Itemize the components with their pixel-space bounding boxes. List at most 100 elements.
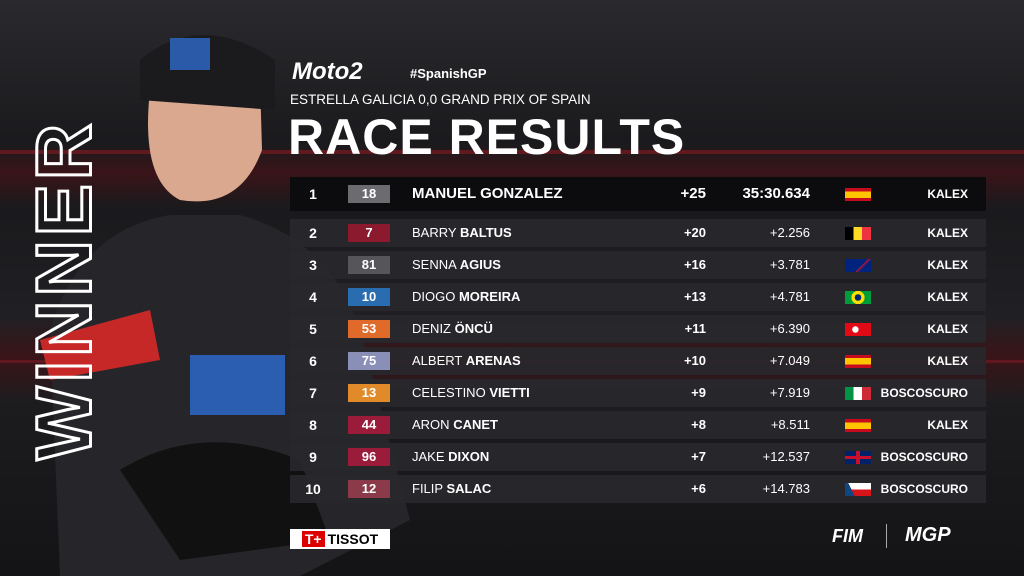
- time: +2.256: [769, 225, 810, 240]
- footer-left-logo: FIM: [832, 526, 863, 546]
- team: KALEX: [927, 354, 968, 368]
- flag: [845, 259, 871, 272]
- sponsor-name: TISSOT: [327, 531, 379, 547]
- time: +6.390: [769, 321, 810, 336]
- result-row: 4 10 DIOGO MOREIRA +13 +4.781 KALEX: [290, 283, 986, 311]
- team: KALEX: [927, 187, 968, 201]
- first-name: SENNA: [412, 257, 457, 272]
- position: 3: [309, 257, 317, 273]
- result-row: 6 75 ALBERT ARENAS +10 +7.049 KALEX: [290, 347, 986, 375]
- title: RACE RESULTS: [288, 109, 686, 165]
- rider-number: 75: [348, 352, 390, 370]
- points: +6: [691, 481, 706, 496]
- points: +7: [691, 449, 706, 464]
- rider-number: 81: [348, 256, 390, 274]
- flag: [845, 451, 871, 464]
- position: 7: [309, 385, 317, 401]
- result-row: 3 81 SENNA AGIUS +16 +3.781 KALEX: [290, 251, 986, 279]
- first-name: DIOGO: [412, 289, 456, 304]
- last-name: ARENAS: [465, 353, 521, 368]
- sponsor: T+ TISSOT: [290, 529, 390, 549]
- last-name: BALTUS: [459, 225, 512, 240]
- team: KALEX: [927, 226, 968, 240]
- points: +9: [691, 385, 706, 400]
- flag: [845, 419, 871, 432]
- first-name: ARON: [412, 417, 450, 432]
- points: +25: [680, 185, 706, 202]
- rider-name: BARRY BALTUS: [412, 219, 512, 247]
- rider-number: 13: [348, 384, 390, 402]
- hashtag: #SpanishGP: [410, 66, 487, 81]
- result-row: 9 96 JAKE DIXON +7 +12.537 BOSCOSCURO: [290, 443, 986, 471]
- flag: [845, 323, 871, 336]
- series-logo: Moto2: [292, 58, 363, 85]
- result-row: 10 12 FILIP SALAC +6 +14.783 BOSCOSCURO: [290, 475, 986, 503]
- result-row: 5 53 DENIZ ÖNCÜ +11 +6.390 KALEX: [290, 315, 986, 343]
- rider-arms: [120, 442, 330, 560]
- rider-number: 18: [348, 185, 390, 203]
- last-name: VIETTI: [489, 385, 530, 400]
- flag: [845, 387, 871, 400]
- rider-number: 12: [348, 480, 390, 498]
- flag: [845, 483, 871, 496]
- time: +4.781: [769, 289, 810, 304]
- rider-number: 53: [348, 320, 390, 338]
- time: 35:30.634: [742, 185, 810, 202]
- event-name: ESTRELLA GALICIA 0,0 GRAND PRIX OF SPAIN: [290, 92, 591, 107]
- rider-number: 44: [348, 416, 390, 434]
- team: BOSCOSCURO: [880, 450, 968, 464]
- suit-stripe: [40, 310, 160, 380]
- team: BOSCOSCURO: [880, 482, 968, 496]
- last-name: ÖNCÜ: [454, 321, 493, 336]
- first-name: JAKE: [412, 449, 445, 464]
- last-name: AGIUS: [459, 257, 501, 272]
- flag: [845, 188, 871, 201]
- cap-logo: [170, 38, 210, 70]
- result-row: 2 7 BARRY BALTUS +20 +2.256 KALEX: [290, 219, 986, 247]
- time: +7.919: [769, 385, 810, 400]
- flag: [845, 355, 871, 368]
- position: 8: [309, 417, 317, 433]
- time: +12.537: [762, 449, 810, 464]
- points: +11: [684, 321, 706, 336]
- side-text: WINNER: [20, 120, 108, 460]
- result-row: 1 18 MANUEL GONZALEZ +25 35:30.634 KALEX: [290, 177, 986, 211]
- last-name: DIXON: [448, 449, 490, 464]
- time: +7.049: [769, 353, 810, 368]
- points: +13: [683, 289, 706, 304]
- sponsor-icon: T+: [301, 531, 325, 547]
- footer-right-logo: MGP: [905, 524, 951, 546]
- team: KALEX: [927, 322, 968, 336]
- rider-name: DIOGO MOREIRA: [412, 283, 520, 311]
- last-name: SALAC: [446, 481, 492, 496]
- rider-name: CELESTINO VIETTI: [412, 379, 530, 407]
- first-name: DENIZ: [412, 321, 451, 336]
- position: 5: [309, 321, 317, 337]
- time: +8.511: [770, 417, 810, 432]
- rider-number: 96: [348, 448, 390, 466]
- first-name: FILIP: [412, 481, 443, 496]
- position: 10: [305, 481, 321, 497]
- points: +20: [683, 225, 706, 240]
- points: +16: [683, 257, 706, 272]
- first-name: ALBERT: [412, 353, 463, 368]
- first-name: CELESTINO: [412, 385, 486, 400]
- position: 9: [309, 449, 317, 465]
- first-name: BARRY: [412, 225, 457, 240]
- rider-name: DENIZ ÖNCÜ: [412, 315, 493, 343]
- team: KALEX: [927, 258, 968, 272]
- team: BOSCOSCURO: [880, 386, 968, 400]
- team: KALEX: [927, 290, 968, 304]
- position: 4: [309, 289, 317, 305]
- suit-logo: [190, 355, 285, 415]
- result-row: 8 44 ARON CANET +8 +8.511 KALEX: [290, 411, 986, 439]
- flag: [845, 291, 871, 304]
- rider-number: 10: [348, 288, 390, 306]
- rider-name: ARON CANET: [412, 411, 498, 439]
- rider-number: 7: [348, 224, 390, 242]
- points: +8: [691, 417, 706, 432]
- team: KALEX: [927, 418, 968, 432]
- result-row: 7 13 CELESTINO VIETTI +9 +7.919 BOSCOSCURO: [290, 379, 986, 407]
- time: +14.783: [762, 481, 810, 496]
